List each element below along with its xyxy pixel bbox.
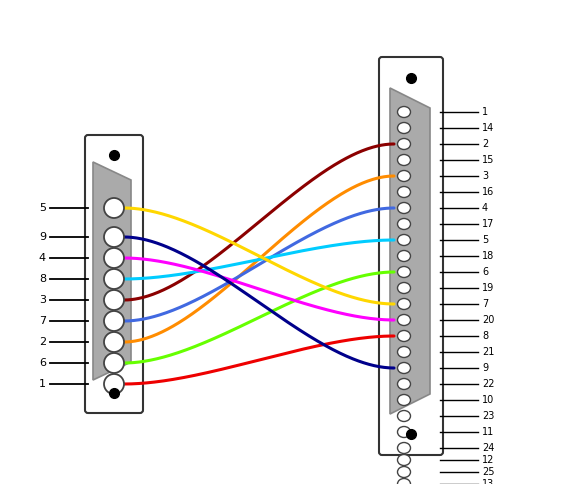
- Ellipse shape: [397, 106, 411, 118]
- Text: 7: 7: [482, 299, 488, 309]
- Text: 25: 25: [482, 467, 494, 477]
- Text: 19: 19: [482, 283, 494, 293]
- Ellipse shape: [397, 454, 411, 466]
- FancyBboxPatch shape: [379, 57, 443, 455]
- Ellipse shape: [397, 378, 411, 390]
- Circle shape: [104, 353, 124, 373]
- Text: 15: 15: [482, 155, 494, 165]
- Text: 21: 21: [482, 347, 494, 357]
- Text: 6: 6: [482, 267, 488, 277]
- Text: 17: 17: [482, 219, 494, 229]
- Ellipse shape: [397, 170, 411, 182]
- Ellipse shape: [397, 251, 411, 261]
- Text: 2: 2: [39, 337, 46, 347]
- Ellipse shape: [397, 467, 411, 478]
- Text: 13: 13: [482, 479, 494, 484]
- Text: 9: 9: [39, 232, 46, 242]
- FancyBboxPatch shape: [85, 135, 143, 413]
- Ellipse shape: [397, 331, 411, 342]
- Circle shape: [104, 332, 124, 352]
- Text: 9: 9: [482, 363, 488, 373]
- Text: 6: 6: [39, 358, 46, 368]
- Text: 12: 12: [482, 455, 494, 465]
- Text: 3: 3: [39, 295, 46, 305]
- Text: 10: 10: [482, 395, 494, 405]
- Circle shape: [104, 311, 124, 331]
- Text: 14: 14: [482, 123, 494, 133]
- Text: 2: 2: [482, 139, 488, 149]
- Text: 5: 5: [39, 203, 46, 213]
- Circle shape: [104, 198, 124, 218]
- Ellipse shape: [397, 426, 411, 438]
- Text: 11: 11: [482, 427, 494, 437]
- Circle shape: [104, 290, 124, 310]
- Ellipse shape: [397, 394, 411, 406]
- Text: 18: 18: [482, 251, 494, 261]
- Ellipse shape: [397, 410, 411, 422]
- Ellipse shape: [397, 283, 411, 293]
- Ellipse shape: [397, 122, 411, 134]
- Text: 5: 5: [482, 235, 488, 245]
- Ellipse shape: [397, 363, 411, 374]
- Text: 8: 8: [482, 331, 488, 341]
- Circle shape: [104, 248, 124, 268]
- Ellipse shape: [397, 235, 411, 245]
- Ellipse shape: [397, 267, 411, 277]
- Circle shape: [104, 227, 124, 247]
- Ellipse shape: [397, 218, 411, 229]
- Ellipse shape: [397, 299, 411, 309]
- Text: 22: 22: [482, 379, 494, 389]
- Ellipse shape: [397, 442, 411, 454]
- Text: 4: 4: [482, 203, 488, 213]
- Ellipse shape: [397, 202, 411, 213]
- Circle shape: [104, 374, 124, 394]
- Text: 20: 20: [482, 315, 494, 325]
- Ellipse shape: [397, 154, 411, 166]
- Text: 23: 23: [482, 411, 494, 421]
- Text: 7: 7: [39, 316, 46, 326]
- Text: 1: 1: [39, 379, 46, 389]
- Polygon shape: [93, 162, 131, 380]
- Text: 3: 3: [482, 171, 488, 181]
- Text: 24: 24: [482, 443, 494, 453]
- Text: 16: 16: [482, 187, 494, 197]
- Text: 1: 1: [482, 107, 488, 117]
- Ellipse shape: [397, 347, 411, 358]
- Ellipse shape: [397, 138, 411, 150]
- Text: 8: 8: [39, 274, 46, 284]
- Ellipse shape: [397, 315, 411, 326]
- Circle shape: [104, 269, 124, 289]
- Ellipse shape: [397, 186, 411, 197]
- Polygon shape: [390, 88, 430, 414]
- Ellipse shape: [397, 479, 411, 484]
- Text: 4: 4: [39, 253, 46, 263]
